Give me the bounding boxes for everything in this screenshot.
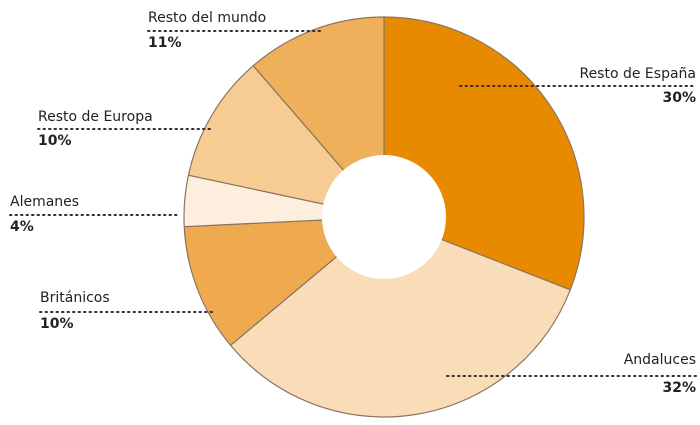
slice-label: Resto de Europa (38, 109, 153, 125)
slice-value-label: 30% (662, 90, 696, 106)
slice-label: Resto del mundo (148, 10, 266, 26)
donut-hole (322, 155, 446, 279)
slice-value-label: 32% (662, 380, 696, 396)
slice-value-label: 4% (10, 219, 34, 235)
slice-label: Resto de España (579, 66, 696, 82)
slice-label: Alemanes (10, 194, 79, 210)
pie-slice (229, 216, 572, 418)
slice-label: Británicos (40, 290, 110, 306)
slice-value-label: 10% (38, 133, 72, 149)
slice-value-label: 10% (40, 316, 74, 332)
slice-label: Andaluces (624, 352, 696, 368)
slice-value-label: 11% (148, 35, 182, 51)
